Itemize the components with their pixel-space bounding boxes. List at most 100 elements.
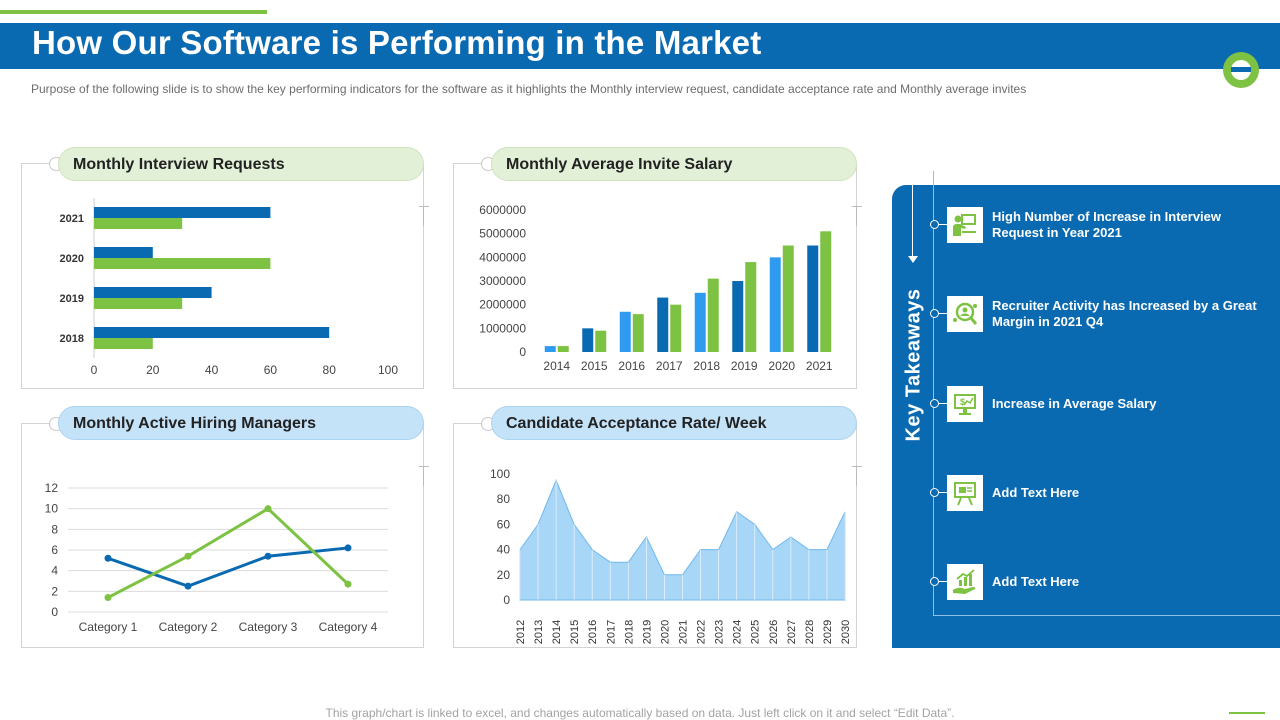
takeaways-bracket: [912, 171, 913, 259]
bar: [544, 346, 556, 352]
x-tick-label: 2030: [840, 620, 852, 644]
bar: [820, 231, 832, 352]
x-tick-label: 40: [205, 363, 219, 377]
data-point: [344, 544, 352, 552]
presentation-board-icon: [947, 475, 983, 511]
acceptance-rate-chart: 0 20 40 60 80 100 2012 2013 2014 2015 2016 2017 2018…: [490, 467, 852, 644]
acceptance-rate-panel: 0 20 40 60 80 100 2012 2013 2014 2015 2016 2017 2018…: [453, 423, 862, 648]
takeaway-item: Add Text Here: [927, 473, 1267, 513]
data-point: [344, 580, 352, 588]
y-tick-label: 2000000: [479, 298, 526, 312]
x-tick-label: 2020: [659, 620, 671, 644]
footer-accent-line: [1229, 712, 1265, 714]
bar: [745, 262, 757, 352]
y-tick-label: 4: [51, 564, 58, 578]
x-tick-label: 0: [91, 363, 98, 377]
takeaway-text: Recruiter Activity has Increased by a Gr…: [992, 298, 1257, 329]
x-tick-label: 2013: [533, 620, 545, 644]
x-tick-label: 2025: [750, 620, 762, 644]
y-tick-label: 6000000: [479, 203, 526, 217]
x-tick-label: 2019: [641, 620, 653, 644]
bar: [94, 287, 212, 298]
interview-requests-panel: 2021 2020 2019 2018 0 20 40 60 80 100: [21, 163, 429, 389]
ring-logo-icon: [1223, 52, 1259, 88]
bar: [94, 298, 183, 309]
bar: [694, 292, 706, 352]
x-tick-label: 2017: [656, 359, 683, 373]
x-tick-label: 100: [378, 363, 398, 377]
growth-hand-icon: [947, 564, 983, 600]
x-tick-label: 2015: [581, 359, 608, 373]
invite-salary-chart: 0 1000000 2000000 3000000 4000000 5000000 6000…: [479, 203, 833, 373]
footer-note: This graph/chart is linked to excel, and…: [325, 706, 955, 720]
bar: [632, 314, 644, 352]
bar: [94, 258, 271, 269]
page-subtitle: Purpose of the following slide is to sho…: [31, 82, 1027, 96]
y-tick-label: 20: [497, 568, 511, 582]
data-point: [184, 552, 192, 560]
category-label: 2021: [60, 213, 84, 225]
y-tick-label: 10: [45, 502, 59, 516]
x-tick-label: 2014: [551, 620, 563, 644]
salary-monitor-icon: $: [947, 386, 983, 422]
y-tick-label: 80: [497, 492, 511, 506]
hiring-managers-title: Monthly Active Hiring Managers: [58, 406, 424, 440]
x-tick-label: 2022: [696, 620, 708, 644]
bar: [595, 330, 607, 352]
x-tick-label: 2016: [587, 620, 599, 644]
takeaway-item: Recruiter Activity has Increased by a Gr…: [927, 294, 1267, 334]
y-tick-label: 4000000: [479, 250, 526, 264]
y-tick-label: 100: [490, 467, 510, 481]
takeaway-text: High Number of Increase in Interview Req…: [992, 209, 1221, 240]
x-tick-label: 2014: [543, 359, 570, 373]
y-tick-label: 0: [51, 605, 58, 619]
x-tick-label: 80: [323, 363, 337, 377]
x-tick-label: 2021: [678, 620, 690, 644]
hiring-managers-chart: 0 2 4 6 8 10 12 Category 1 Category 2 Category 3 C…: [45, 481, 388, 634]
y-tick-label: 2: [51, 584, 58, 598]
takeaways-timeline: [933, 171, 934, 616]
data-point: [264, 552, 272, 560]
takeaway-text: Add Text Here: [992, 574, 1080, 589]
title-bar: [0, 23, 1280, 69]
interview-requests-title: Monthly Interview Requests: [58, 147, 424, 181]
data-point: [104, 554, 112, 562]
x-tick-label: 60: [264, 363, 278, 377]
y-tick-label: 5000000: [479, 227, 526, 241]
takeaways-timeline: [933, 615, 1280, 616]
top-accent-line: [0, 10, 267, 14]
acceptance-rate-title: Candidate Acceptance Rate/ Week: [491, 406, 857, 440]
series-line: [107, 506, 350, 599]
y-tick-label: 0: [503, 593, 510, 607]
x-tick-label: 2028: [804, 620, 816, 644]
bar: [94, 207, 271, 218]
y-tick-label: 8: [51, 522, 58, 536]
bar: [732, 281, 744, 352]
x-tick-label: 2021: [806, 359, 833, 373]
x-tick-label: 2027: [786, 620, 798, 644]
category-label: 2020: [60, 253, 84, 265]
x-tick-label: 2017: [605, 620, 617, 644]
takeaway-item: High Number of Increase in Interview Req…: [927, 205, 1267, 245]
page-title: How Our Software is Performing in the Ma…: [32, 24, 762, 61]
x-tick-label: Category 3: [239, 620, 298, 634]
category-label: 2019: [60, 293, 84, 305]
y-tick-label: 12: [45, 481, 59, 495]
svg-text:$: $: [960, 397, 965, 407]
y-tick-label: 3000000: [479, 274, 526, 288]
y-tick-label: 6: [51, 543, 58, 557]
x-tick-label: 2019: [731, 359, 758, 373]
data-point: [104, 594, 112, 602]
bar: [657, 297, 669, 352]
recruiter-magnifier-icon: [947, 296, 983, 332]
y-tick-label: 60: [497, 517, 511, 531]
bar: [782, 245, 794, 352]
down-arrow-icon: [908, 256, 918, 263]
area-fill: [519, 478, 846, 601]
bar: [94, 247, 153, 258]
x-tick-label: Category 4: [319, 620, 378, 634]
presenter-icon: [947, 207, 983, 243]
data-point: [264, 505, 272, 513]
bar: [769, 257, 781, 352]
bar: [94, 338, 153, 349]
